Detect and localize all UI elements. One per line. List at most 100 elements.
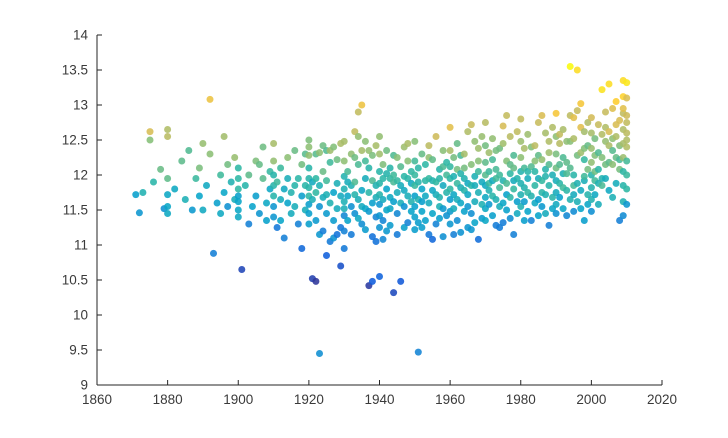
scatter-point [623, 112, 631, 119]
scatter-point [524, 175, 532, 182]
scatter-point [146, 136, 154, 144]
scatter-point [471, 137, 479, 145]
scatter-point [623, 119, 631, 126]
scatter-point [255, 210, 263, 217]
scatter-point [534, 196, 542, 203]
scatter-point [421, 217, 429, 224]
scatter-point [411, 157, 419, 165]
scatter-point [220, 189, 228, 196]
scatter-point [354, 133, 362, 140]
scatter-point [333, 179, 341, 187]
scatter-point [199, 206, 207, 214]
scatter-point [577, 186, 585, 194]
scatter-point [358, 101, 366, 109]
scatter-point [305, 143, 313, 151]
scatter-point [591, 191, 599, 199]
scatter-point [252, 192, 260, 200]
scatter-point [542, 165, 549, 173]
scatter-point [411, 203, 419, 210]
scatter-point [305, 210, 313, 217]
scatter-point [248, 203, 256, 210]
scatter-point [489, 212, 496, 220]
scatter-point [496, 224, 504, 231]
scatter-point [460, 164, 468, 172]
scatter-point [545, 221, 553, 229]
scatter-point [259, 175, 267, 182]
scatter-point [489, 156, 496, 164]
scatter-point [513, 128, 521, 136]
scatter-point [467, 121, 475, 129]
scatter-point [609, 193, 617, 201]
scatter-point [474, 189, 482, 196]
scatter-point [270, 192, 278, 200]
scatter-point [411, 171, 419, 179]
scatter-point [393, 154, 401, 161]
scatter-point [418, 207, 426, 215]
scatter-point [354, 196, 362, 203]
scatter-point [291, 182, 299, 189]
scatter-point [245, 220, 253, 228]
scatter-point [446, 123, 454, 131]
scatter-point [340, 172, 348, 180]
scatter-point [524, 207, 532, 215]
scatter-point [340, 137, 348, 145]
scatter-point [312, 217, 320, 224]
scatter-point [481, 158, 489, 166]
scatter-point [397, 182, 405, 189]
scatter-point [195, 164, 203, 172]
scatter-point [460, 207, 468, 215]
scatter-point [605, 80, 613, 88]
scatter-point [552, 200, 560, 208]
scatter-point [429, 235, 436, 243]
scatter-point [524, 168, 532, 175]
scatter-point [340, 157, 348, 165]
scatter-point [284, 175, 292, 182]
scatter-point [471, 172, 479, 180]
scatter-point [245, 171, 253, 179]
scatter-point [287, 189, 295, 196]
scatter-point [217, 171, 225, 179]
scatter-point [291, 203, 299, 210]
scatter-point [460, 150, 468, 158]
x-tick-label: 2000 [576, 392, 606, 407]
scatter-point [542, 172, 549, 180]
scatter-point [164, 175, 172, 182]
scatter-point [587, 129, 595, 137]
scatter-point [584, 165, 592, 173]
scatter-point [340, 212, 348, 220]
scatter-point [524, 130, 532, 138]
scatter-point [414, 178, 422, 186]
scatter-point [577, 205, 585, 213]
scatter-point [411, 213, 419, 221]
scatter-point [263, 217, 270, 224]
scatter-point [146, 128, 154, 136]
scatter-point [277, 196, 285, 203]
scatter-point [414, 164, 422, 172]
scatter-point [234, 164, 242, 172]
scatter-point [185, 147, 193, 154]
scatter-point [450, 205, 458, 213]
scatter-point [471, 219, 479, 227]
scatter-point [485, 200, 493, 208]
scatter-point [605, 128, 613, 136]
y-tick-label: 12 [73, 168, 88, 183]
scatter-point [446, 220, 454, 228]
scatter-point [390, 198, 398, 206]
scatter-point [527, 192, 535, 200]
scatter-point [277, 217, 285, 224]
scatter-point [224, 203, 232, 210]
scatter-point [220, 133, 228, 140]
scatter-point [584, 119, 592, 126]
scatter-point [330, 189, 338, 196]
scatter-point [192, 175, 200, 182]
scatter-point [513, 175, 521, 182]
scatter-point [164, 203, 172, 210]
y-tick-label: 11 [74, 238, 88, 253]
scatter-point [602, 175, 609, 182]
scatter-point [619, 212, 627, 220]
scatter-point [506, 193, 514, 201]
scatter-point [234, 198, 242, 206]
scatter-point [404, 157, 412, 165]
scatter-point [206, 150, 214, 158]
scatter-point [496, 184, 504, 192]
